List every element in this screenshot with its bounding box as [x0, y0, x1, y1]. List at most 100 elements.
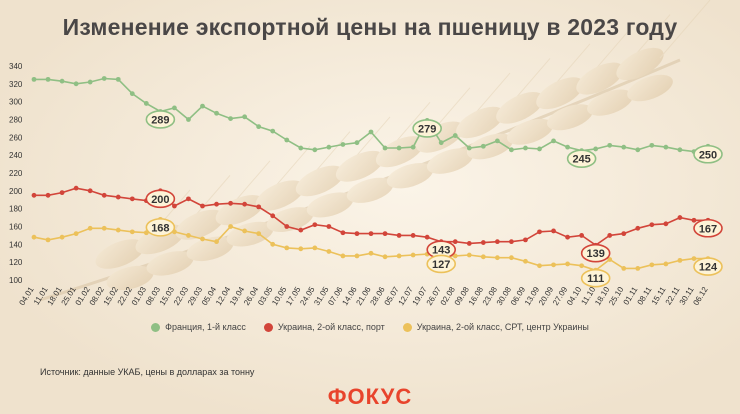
- series-line-france: [34, 77, 709, 153]
- data-point-france: [466, 145, 472, 151]
- y-tick-label: 240: [9, 151, 23, 160]
- callout-label: 279: [418, 123, 436, 135]
- data-point-france: [228, 116, 233, 122]
- data-point-ukraine-cpt: [691, 256, 697, 261]
- data-point-france: [480, 143, 486, 149]
- callout-label: 200: [151, 194, 169, 206]
- data-point-ukraine-cpt: [186, 233, 191, 238]
- data-point-ukraine-cpt: [340, 253, 346, 259]
- callout-ukraine-cpt: 168: [145, 218, 176, 237]
- data-point-ukraine-port: [87, 188, 93, 194]
- data-point-ukraine-cpt: [270, 241, 276, 247]
- data-point-ukraine-port: [115, 194, 121, 200]
- data-point-ukraine-cpt: [649, 262, 655, 268]
- callout-label: 124: [699, 262, 718, 274]
- data-point-france: [59, 78, 65, 84]
- y-tick-label: 160: [9, 223, 23, 232]
- data-point-france: [354, 140, 360, 146]
- data-point-ukraine-cpt: [228, 224, 233, 229]
- data-point-ukraine-port: [551, 228, 556, 234]
- data-point-ukraine-cpt: [73, 231, 79, 237]
- data-point-ukraine-port: [509, 239, 514, 245]
- data-point-ukraine-port: [649, 222, 655, 228]
- data-point-france: [396, 145, 402, 151]
- data-point-ukraine-cpt: [59, 234, 65, 240]
- legend-label-france: Франция, 1-й класс: [165, 322, 246, 332]
- data-point-france: [368, 129, 374, 135]
- data-point-ukraine-cpt: [466, 252, 472, 258]
- data-point-france: [256, 124, 262, 130]
- data-point-france: [382, 145, 388, 151]
- legend-item-france: Франция, 1-й класс: [151, 322, 246, 332]
- data-point-ukraine-port: [298, 227, 304, 233]
- chart-title: Изменение экспортной цены на пшеницу в 2…: [62, 14, 678, 40]
- data-point-ukraine-cpt: [551, 262, 556, 268]
- data-point-ukraine-port: [691, 217, 697, 223]
- data-point-ukraine-cpt: [31, 234, 37, 240]
- source-note: Источник: данные УКАБ, цены в долларах з…: [40, 367, 255, 377]
- data-point-ukraine-cpt: [354, 253, 360, 259]
- callout-france: 279: [412, 119, 442, 138]
- data-point-ukraine-port: [663, 221, 669, 227]
- legend-label-ukraine-cpt: Украина, 2-ой класс, СРТ, центр Украины: [416, 322, 589, 332]
- y-tick-label: 200: [9, 187, 23, 196]
- data-point-ukraine-port: [466, 241, 472, 246]
- data-point-ukraine-port: [396, 233, 402, 238]
- data-point-france: [326, 144, 332, 150]
- data-point-france: [523, 145, 528, 151]
- data-point-ukraine-cpt: [523, 258, 528, 264]
- series-points: [31, 76, 711, 273]
- data-point-france: [186, 117, 191, 122]
- data-point-france: [340, 142, 346, 147]
- data-point-ukraine-cpt: [256, 231, 262, 237]
- data-point-ukraine-port: [242, 201, 248, 207]
- callout-label: 139: [586, 248, 604, 260]
- data-point-france: [172, 105, 177, 111]
- data-point-france: [537, 146, 542, 152]
- y-axis: 100 120 140 160 180 200 220 240 260 280 300 320 340: [9, 62, 23, 285]
- data-point-france: [214, 110, 219, 116]
- data-point-france: [101, 76, 107, 81]
- data-point-ukraine-cpt: [621, 266, 627, 271]
- legend-marker-france: [151, 322, 161, 332]
- callout-ukraine-cpt: 111: [580, 268, 611, 288]
- data-point-ukraine-cpt: [368, 250, 374, 256]
- data-point-ukraine-port: [31, 192, 37, 198]
- data-point-ukraine-cpt: [87, 225, 93, 231]
- data-point-ukraine-cpt: [101, 225, 107, 231]
- data-point-ukraine-cpt: [452, 253, 458, 259]
- data-point-ukraine-port: [73, 185, 79, 191]
- data-point-ukraine-cpt: [200, 236, 205, 242]
- data-point-ukraine-port: [368, 231, 374, 237]
- y-tick-label: 320: [9, 80, 23, 89]
- y-tick-label: 120: [9, 258, 23, 267]
- data-point-ukraine-port: [424, 234, 430, 240]
- brand-logo: ФОКУС: [327, 384, 413, 409]
- data-point-france: [200, 103, 205, 109]
- callout-ukraine-cpt: 124: [693, 257, 723, 276]
- data-point-ukraine-port: [129, 196, 135, 202]
- data-point-ukraine-port: [523, 237, 528, 243]
- legend-label-ukraine-port: Украина, 2-ой класс, порт: [277, 322, 385, 332]
- data-point-france: [593, 146, 599, 152]
- callout-label: 245: [572, 154, 590, 166]
- data-point-ukraine-port: [101, 192, 107, 198]
- data-point-france: [635, 147, 641, 153]
- value-callouts: 289 279 245 250 200 143 139 167 168 127 111 124: [145, 110, 723, 288]
- data-point-ukraine-cpt: [565, 261, 570, 267]
- data-point-ukraine-cpt: [326, 249, 332, 254]
- data-point-france: [115, 76, 121, 82]
- legend-marker-ukraine-port: [263, 322, 273, 332]
- data-point-france: [31, 76, 37, 82]
- data-point-france: [621, 144, 627, 150]
- callout-ukraine-port: 167: [693, 218, 723, 238]
- data-point-france: [45, 76, 51, 82]
- data-point-france: [87, 79, 93, 85]
- data-point-france: [242, 114, 248, 120]
- x-axis: 04.0111.0118.0125.0101.0208.0215.0222.02…: [17, 285, 710, 307]
- data-point-ukraine-port: [410, 233, 416, 238]
- callout-label: 167: [699, 223, 717, 235]
- data-point-france: [410, 144, 416, 150]
- data-point-ukraine-cpt: [663, 261, 669, 267]
